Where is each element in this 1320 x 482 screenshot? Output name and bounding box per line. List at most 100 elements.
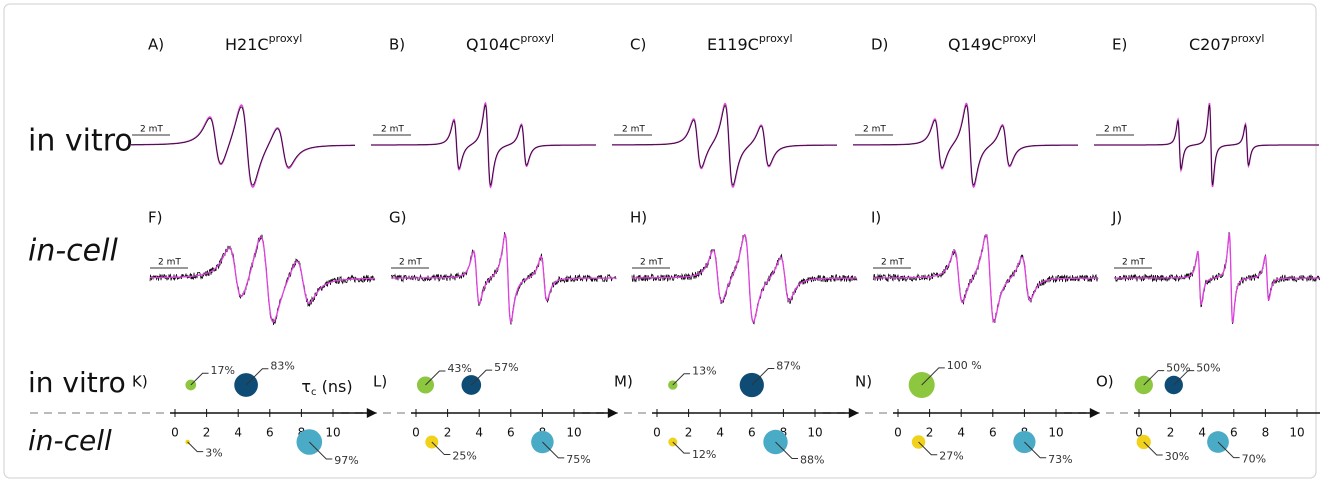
leader <box>542 441 565 459</box>
tick-label: 6 <box>989 426 997 440</box>
scale-label: 2 mT <box>158 258 181 268</box>
tick-label: 6 <box>266 426 274 440</box>
spectrum-trace <box>371 104 596 186</box>
percent-label: 97% <box>334 454 358 467</box>
title-sup: proxyl <box>1231 32 1265 45</box>
scale-label: 2 mT <box>863 125 886 135</box>
scale-label: 2 mT <box>622 125 645 135</box>
percent-label: 13% <box>692 365 716 378</box>
tick-label: 10 <box>566 426 581 440</box>
leader <box>1024 441 1047 459</box>
panel-title: E119Cproxyl <box>707 32 793 54</box>
spectrum-trace <box>632 234 857 323</box>
scale-label: 2 mT <box>1104 125 1127 135</box>
scale-label: 2 mT <box>1122 258 1145 268</box>
spectrum-trace <box>1094 104 1319 186</box>
row-label: in-cell <box>28 234 118 269</box>
panel-title: H21Cproxyl <box>225 32 302 54</box>
panel-letter: A) <box>148 36 164 54</box>
leader <box>470 369 493 386</box>
percent-label: 100 % <box>947 359 982 372</box>
panel-letter: D) <box>871 36 888 54</box>
tick-label: 4 <box>716 426 724 440</box>
leader <box>672 373 691 386</box>
scale-label: 2 mT <box>881 258 904 268</box>
spectrum-trace <box>631 233 858 325</box>
tick-label: 2 <box>203 426 211 440</box>
panel-letter: I) <box>871 209 881 227</box>
tick-label: 0 <box>1135 426 1143 440</box>
tick-label: 0 <box>894 426 902 440</box>
tick-label: 4 <box>957 426 965 440</box>
axis-arrow <box>1089 408 1100 418</box>
panel-letter: C) <box>630 36 646 54</box>
tick-label: 10 <box>1289 426 1304 440</box>
leader <box>921 367 945 386</box>
leader <box>775 441 799 460</box>
tick-label: 6 <box>1230 426 1238 440</box>
percent-label: 3% <box>205 447 222 460</box>
frame <box>3 3 1317 479</box>
panel-letter: G) <box>389 209 406 227</box>
axis-unit: (ns) <box>317 377 353 396</box>
title-name: Q104C <box>466 35 520 54</box>
tick-label: 4 <box>475 426 483 440</box>
panel-letter: J) <box>1111 209 1122 227</box>
title-name: C207 <box>1189 35 1231 54</box>
panel-letter: K) <box>132 373 148 391</box>
tick-label: 0 <box>653 426 661 440</box>
percent-label: 12% <box>692 448 716 461</box>
scale-label: 2 mT <box>381 125 404 135</box>
spectrum-trace <box>391 233 616 324</box>
leader <box>190 372 209 386</box>
tick-label: 8 <box>1262 426 1270 440</box>
panel-letter: O) <box>1096 373 1114 391</box>
leader <box>1143 370 1165 386</box>
leader <box>431 441 451 456</box>
spectrum-trace <box>612 105 837 186</box>
tick-label: 4 <box>1198 426 1206 440</box>
spectrum-trace <box>853 104 1078 186</box>
leader <box>187 441 204 453</box>
tick-label: 2 <box>926 426 934 440</box>
axis-sub: c <box>311 387 317 398</box>
tick-label: 8 <box>780 426 788 440</box>
percent-label: 75% <box>566 453 590 466</box>
tick-label: 10 <box>807 426 822 440</box>
axis-arrow <box>848 408 859 418</box>
leader <box>918 441 938 456</box>
panel-letter: E) <box>1112 36 1127 54</box>
panel-title: C207proxyl <box>1189 32 1264 54</box>
title-sup: proxyl <box>520 32 554 45</box>
panel-letter: H) <box>630 209 647 227</box>
panel-letter: M) <box>614 373 633 391</box>
tick-label: 0 <box>171 426 179 440</box>
axis-arrow <box>366 408 377 418</box>
percent-label: 17% <box>211 364 235 377</box>
title-sup: proxyl <box>759 32 793 45</box>
title-sup: proxyl <box>1002 32 1036 45</box>
tick-label: 2 <box>685 426 693 440</box>
percent-label: 83% <box>270 360 294 373</box>
tick-label: 2 <box>444 426 452 440</box>
percent-label: 43% <box>447 362 471 375</box>
panel-letter: L) <box>373 373 387 391</box>
leader <box>751 368 775 386</box>
title-name: E119C <box>707 35 759 54</box>
tick-label: 10 <box>1048 426 1063 440</box>
spectrum-trace <box>150 236 375 323</box>
row-label: in vitro <box>28 124 133 159</box>
tick-label: 6 <box>748 426 756 440</box>
percent-label: 88% <box>800 454 824 467</box>
leader <box>1173 370 1195 386</box>
panel-letter: F) <box>148 209 162 227</box>
tick-label: 2 <box>1167 426 1175 440</box>
tick-label: 6 <box>507 426 515 440</box>
tick-label: 0 <box>412 426 420 440</box>
percent-label: 50% <box>1166 362 1190 375</box>
axis-label: τc (ns) <box>301 377 352 399</box>
row-label: in-cell <box>28 424 112 457</box>
row-label: in vitro <box>28 366 126 399</box>
spectrum-trace <box>873 233 1098 323</box>
